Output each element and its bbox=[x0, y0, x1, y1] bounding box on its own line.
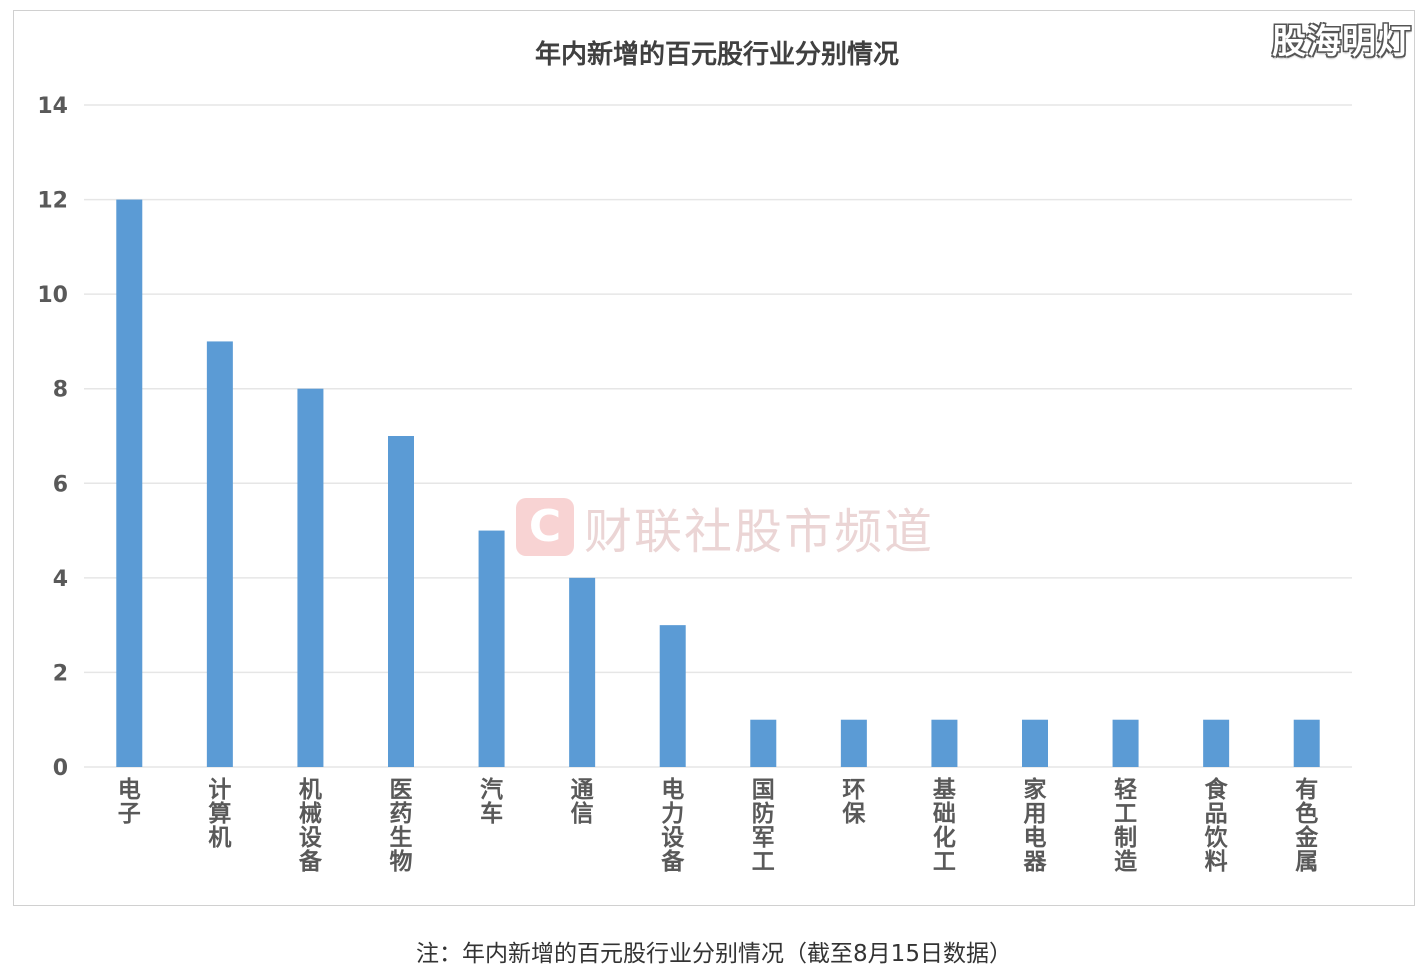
x-category-label: 计算机 bbox=[208, 777, 231, 851]
bar-7 bbox=[750, 719, 777, 767]
chart-title: 年内新增的百元股行业分别情况 bbox=[535, 39, 899, 70]
x-category-label: 食品饮料 bbox=[1204, 776, 1229, 875]
bar-6 bbox=[659, 625, 686, 767]
bar-9 bbox=[931, 719, 958, 767]
x-category-label: 家用电器 bbox=[1023, 776, 1048, 875]
bar-2 bbox=[297, 388, 324, 767]
bar-13 bbox=[1293, 719, 1320, 767]
x-category-label: 电力设备 bbox=[660, 777, 685, 875]
x-axis-category-labels: 电子 计算机 机械设备 医药生物 汽车 通信 电力设备 国防军工 环保 基础化工 家用电器 轻工制造 食… bbox=[118, 776, 1319, 875]
y-tick-label: 12 bbox=[37, 189, 68, 214]
bar-0 bbox=[116, 199, 143, 768]
watermark-text: 财联社股市频道 bbox=[584, 504, 935, 560]
y-axis-tick-labels: 0 2 4 6 8 10 12 14 bbox=[37, 94, 68, 781]
bar-11 bbox=[1112, 719, 1139, 767]
chart-frame: 年内新增的百元股行业分别情况 0 2 4 6 8 10 12 14 电子 计算机 机械设备 医药生物… bbox=[13, 10, 1415, 906]
x-category-label: 基础化工 bbox=[933, 777, 957, 875]
bar-3 bbox=[388, 436, 414, 767]
x-category-label: 机械设备 bbox=[298, 777, 323, 875]
bar-5 bbox=[569, 577, 596, 767]
bar-chart: 年内新增的百元股行业分别情况 0 2 4 6 8 10 12 14 电子 计算机 机械设备 医药生物… bbox=[37, 39, 1352, 875]
x-category-label: 有色金属 bbox=[1294, 776, 1319, 875]
brand-logo-text: 股海明灯 bbox=[1272, 22, 1412, 62]
y-tick-label: 10 bbox=[37, 283, 68, 308]
bar-4 bbox=[478, 530, 505, 767]
y-tick-label: 6 bbox=[53, 472, 68, 497]
bar-8 bbox=[840, 719, 867, 767]
x-category-label: 汽车 bbox=[480, 776, 503, 827]
y-tick-label: 2 bbox=[53, 661, 68, 686]
x-category-label: 电子 bbox=[118, 777, 141, 827]
figure-caption: 注：年内新增的百元股行业分别情况（截至8月15日数据） bbox=[416, 941, 1012, 967]
bar-12 bbox=[1203, 719, 1230, 767]
y-tick-label: 0 bbox=[53, 756, 68, 781]
bar-10 bbox=[1022, 719, 1048, 767]
x-category-label: 通信 bbox=[571, 777, 594, 827]
y-tick-label: 14 bbox=[37, 94, 68, 119]
y-tick-label: 8 bbox=[53, 378, 68, 403]
watermark-logo-icon: C bbox=[516, 498, 574, 556]
x-category-label: 医药生物 bbox=[390, 777, 413, 875]
x-category-label: 国防军工 bbox=[752, 777, 775, 875]
bars bbox=[116, 199, 1320, 768]
y-tick-label: 4 bbox=[53, 567, 68, 592]
gridlines bbox=[84, 104, 1352, 768]
x-category-label: 环保 bbox=[841, 777, 866, 827]
bar-1 bbox=[206, 341, 233, 767]
x-category-label: 轻工制造 bbox=[1114, 776, 1138, 875]
watermark: C 财联社股市频道 bbox=[516, 492, 934, 562]
